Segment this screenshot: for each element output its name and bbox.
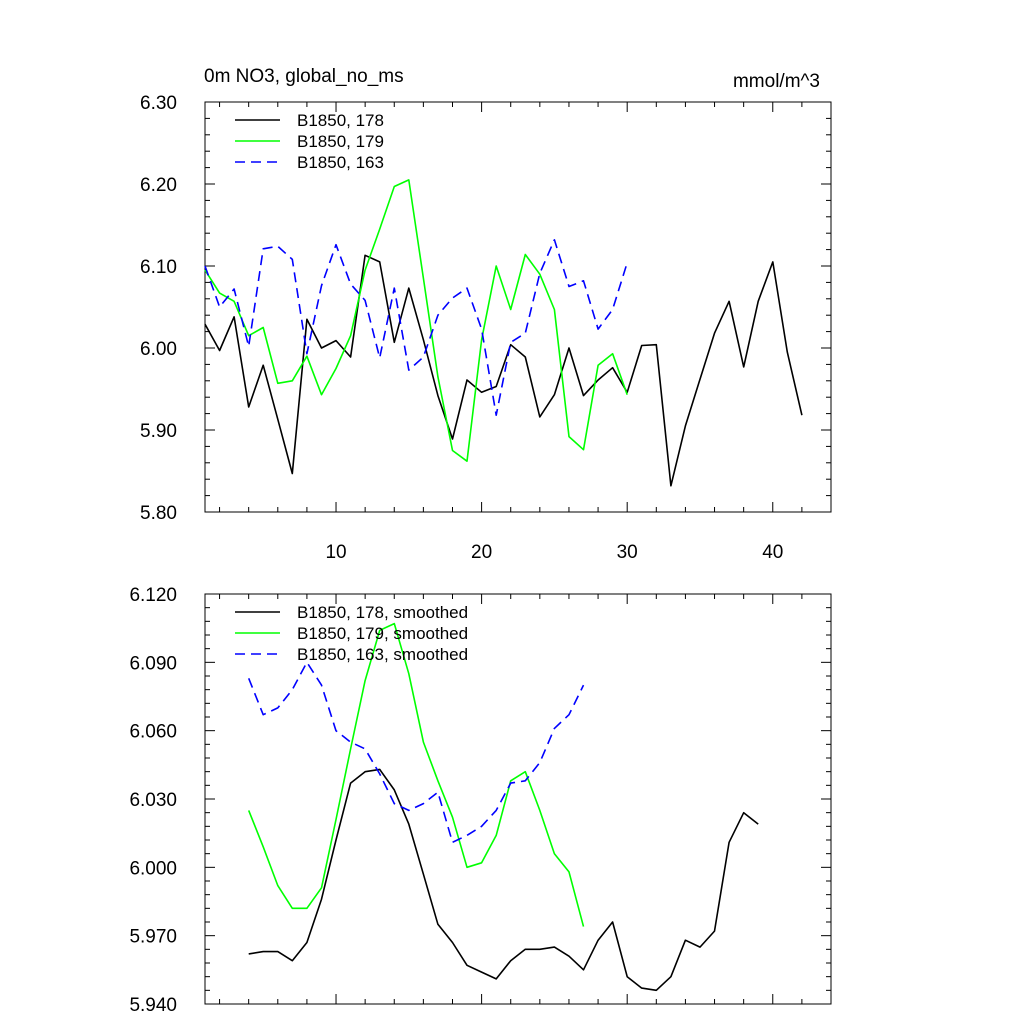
y-tick-label: 6.030 [129,790,177,811]
series-line-2 [247,622,585,927]
y-tick-label: 5.80 [140,503,177,524]
series-line-2 [204,179,628,463]
x-tick-label: 30 [617,542,638,563]
y-tick-label: 6.090 [129,653,177,674]
y-tick-label: 6.000 [129,858,177,879]
legend-label-3: B1850, 163, smoothed [297,645,468,664]
y-tick-label: 5.90 [140,421,177,442]
x-tick-label: 10 [325,542,346,563]
series-line-3 [204,239,628,417]
y-tick-label: 6.060 [129,722,177,743]
y-tick-label: 6.30 [140,93,177,114]
units-label: mmol/m^3 [733,71,820,92]
bottom-panel: 5.940 5.970 6.000 6.030 6.060 6.090 6.120 B1850… [129,585,832,1016]
x-tick-label: 20 [471,542,492,563]
y-tick-label: 6.10 [140,257,177,278]
top-panel: 5.80 5.90 6.00 6.10 6.20 6.30 10 20 30 40 B1850, 1… [140,93,832,563]
x-tick-label: 40 [762,542,783,563]
y-tick-label: 6.00 [140,339,177,360]
series-line-3 [247,661,585,844]
legend-label-2: B1850, 179, smoothed [297,624,468,643]
chart-title: 0m NO3, global_no_ms [204,66,404,87]
y-tick-label: 6.120 [129,585,177,606]
series-line-1 [204,254,803,487]
y-tick-label: 5.970 [129,927,177,948]
y-tick-label: 5.940 [129,995,177,1016]
y-tick-label: 6.20 [140,175,177,196]
legend-label-1: B1850, 178 [297,111,384,130]
series-line-1 [248,768,759,992]
plot-frame [204,101,832,513]
legend-label-3: B1850, 163 [297,153,384,172]
legend-label-2: B1850, 179 [297,132,384,151]
legend-label-1: B1850, 178, smoothed [297,603,468,622]
